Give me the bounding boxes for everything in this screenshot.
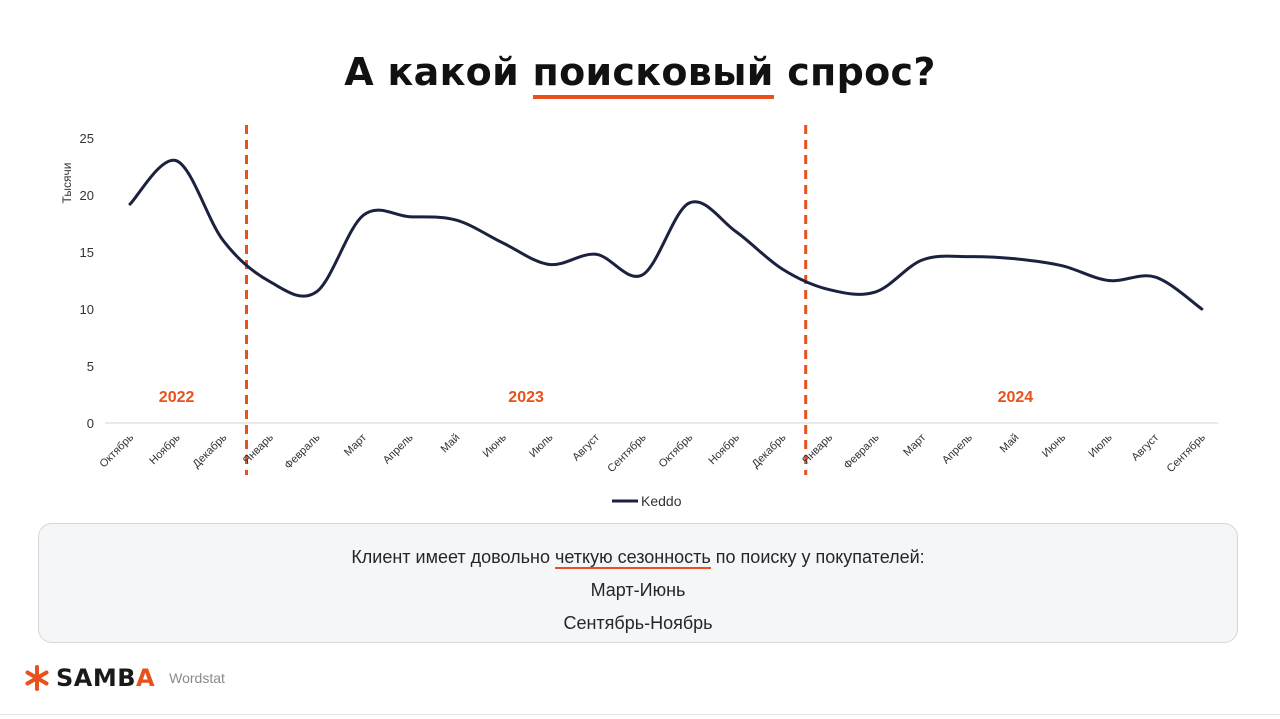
year-label: 2024 bbox=[998, 389, 1034, 406]
x-tick-label: Март bbox=[901, 432, 928, 459]
asterisk-logo-icon bbox=[25, 665, 49, 691]
x-tick-label: Июль bbox=[527, 431, 556, 460]
x-tick-label: Июнь bbox=[481, 431, 509, 459]
x-tick-label: Сентябрь bbox=[1165, 431, 1209, 475]
data-point bbox=[1061, 264, 1064, 267]
bottom-rule bbox=[0, 714, 1280, 715]
x-tick-label: Ноябрь bbox=[147, 431, 183, 467]
year-label: 2022 bbox=[159, 389, 195, 406]
data-point bbox=[408, 215, 411, 218]
x-tick-label: Ноябрь bbox=[706, 431, 742, 467]
brand-subtitle: Wordstat bbox=[169, 670, 225, 686]
y-tick-label: 0 bbox=[87, 416, 94, 431]
data-point bbox=[921, 258, 924, 261]
samba-logo: SAMBA Wordstat bbox=[24, 663, 225, 693]
summary-line-2: Март-Июнь bbox=[590, 580, 686, 600]
summary-line-1: Клиент имеет довольно четкую сезонность … bbox=[351, 547, 925, 569]
y-tick-label: 25 bbox=[80, 131, 94, 146]
x-tick-label: Сентябрь bbox=[605, 431, 649, 475]
x-tick-label: Май bbox=[439, 432, 463, 456]
data-point bbox=[315, 290, 318, 293]
data-point bbox=[1154, 276, 1157, 279]
x-tick-label: Май bbox=[998, 432, 1022, 456]
year-label: 2023 bbox=[508, 389, 544, 406]
x-tick-label: Февраль bbox=[842, 431, 882, 471]
x-tick-label: Январь bbox=[241, 431, 276, 466]
summary-line-3: Сентябрь-Ноябрь bbox=[563, 613, 713, 633]
data-point bbox=[1014, 257, 1017, 260]
page-title: А какой поисковый спрос? bbox=[0, 50, 1280, 99]
y-tick-label: 20 bbox=[80, 188, 94, 203]
data-point bbox=[688, 201, 691, 204]
series-line-keddo bbox=[128, 158, 1204, 311]
x-tick-label: Июнь bbox=[1040, 431, 1068, 459]
data-point bbox=[268, 280, 271, 283]
seasonality-underlined: четкую сезонность bbox=[554, 547, 711, 569]
y-tick-label: 15 bbox=[80, 245, 94, 260]
data-point bbox=[1107, 279, 1110, 282]
data-point bbox=[734, 230, 737, 233]
x-tick-label: Август bbox=[1129, 432, 1161, 464]
x-tick-label: Январь bbox=[800, 431, 835, 466]
data-point bbox=[595, 253, 598, 256]
x-tick-label: Декабрь bbox=[191, 431, 230, 470]
data-point bbox=[828, 288, 831, 291]
data-point bbox=[129, 203, 132, 206]
x-tick-label: Февраль bbox=[282, 431, 322, 471]
x-tick-label: Июль bbox=[1086, 431, 1115, 460]
x-tick-label: Апрель bbox=[940, 431, 975, 466]
data-point bbox=[222, 239, 225, 242]
x-tick-label: Апрель bbox=[381, 431, 416, 466]
data-point bbox=[1200, 308, 1203, 311]
line-chart: 0 5 10 15 20 25 Тысячи 2022 2023 2024 Октябрь Ноябр… bbox=[60, 125, 1218, 509]
y-axis-title: Тысячи bbox=[60, 163, 74, 204]
legend-label: Keddo bbox=[641, 493, 682, 509]
data-point bbox=[362, 214, 365, 217]
x-tick-label: Март bbox=[342, 432, 369, 459]
summary-box: Клиент имеет довольно четкую сезонность … bbox=[38, 523, 1238, 643]
x-tick-label: Октябрь bbox=[97, 431, 136, 470]
y-tick-label: 10 bbox=[80, 302, 94, 317]
data-point bbox=[548, 263, 551, 266]
data-point bbox=[641, 273, 644, 276]
data-point bbox=[501, 241, 504, 244]
x-tick-label: Октябрь bbox=[657, 431, 696, 470]
x-tick-label: Август bbox=[570, 432, 602, 464]
x-tick-label: Декабрь bbox=[750, 431, 789, 470]
brand-name: SAMBA bbox=[56, 664, 156, 692]
data-point bbox=[967, 255, 970, 258]
title-highlight: поисковый bbox=[532, 50, 774, 99]
data-point bbox=[455, 219, 458, 222]
data-point bbox=[781, 268, 784, 271]
y-tick-label: 5 bbox=[87, 359, 94, 374]
data-point bbox=[175, 159, 178, 162]
data-point bbox=[874, 290, 877, 293]
